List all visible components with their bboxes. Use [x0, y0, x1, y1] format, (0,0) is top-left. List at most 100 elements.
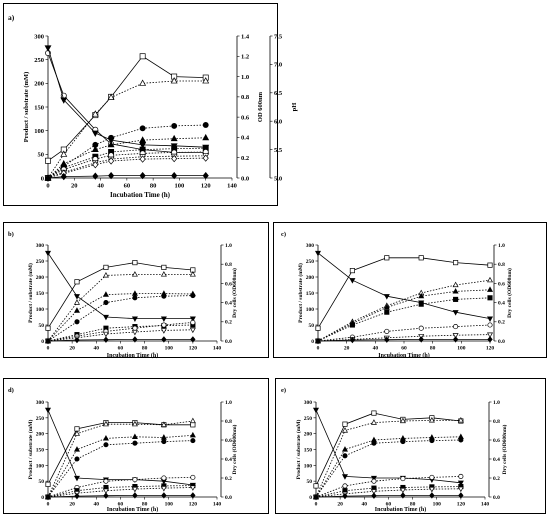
- panel-c-series-filled-triangle-down-point: [349, 278, 356, 284]
- panel-d-series-open-triangle-down-point: [189, 485, 196, 491]
- panel-a-series-open-triangle-up-point: [202, 77, 210, 84]
- panel-c-series-open-square-point: [384, 255, 390, 261]
- panel-c-series-open-square-point: [349, 268, 355, 274]
- panel-b-series-filled-triangle-down-point: [160, 316, 167, 322]
- panel-d-y2-tick-label: 1.0: [225, 400, 232, 406]
- panel-a-series-filled-diamond-point: [108, 171, 115, 180]
- panel-b-y2-tick-label: 0.6: [225, 281, 232, 287]
- panel-e-series-open-circle-point: [400, 476, 406, 482]
- panel-d-series-filled-triangle-up-point: [189, 431, 196, 438]
- panel-e-y2-tick-label: 0.6: [493, 438, 500, 444]
- panel-c-series-filled-triangle-up-point: [486, 286, 494, 292]
- panel-c-series-filled-triangle-up-point: [383, 304, 390, 310]
- panel-a-y3-axis-label: pH: [291, 103, 298, 112]
- panel-b-series-open-triangle-down-point: [160, 328, 167, 334]
- panel-e-series-open-triangle-down-point: [457, 486, 464, 493]
- panel-b-series-filled-circle-point: [190, 293, 196, 299]
- panel-e-x-tick-label: 0: [315, 502, 318, 508]
- panel-c-series-open-circle-point: [487, 322, 493, 328]
- panel-b-x-tick-label: 40: [94, 346, 100, 352]
- panel-a-series-open-triangle-up-point: [139, 79, 147, 86]
- panel-d-y-tick-label: 100: [36, 463, 45, 469]
- panel-b-series-open-triangle-down-point: [189, 327, 196, 334]
- panel-d-series-filled-circle-point: [161, 439, 167, 445]
- panel-d-series-open-triangle-down-point: [131, 486, 138, 493]
- panel-a-x-axis-label: Incubation Time (h): [110, 191, 171, 199]
- panel-e-series-filled-triangle-down-point: [312, 407, 320, 414]
- panel-b-series-filled-diamond-point: [190, 336, 196, 343]
- panel-a-y2-tick-label: 0.4: [241, 135, 250, 142]
- panel-b-series-filled-triangle-up-line: [47, 293, 193, 342]
- panel-d-series-open-triangle-up-point: [102, 420, 109, 427]
- panel-e-series-open-square-point: [313, 483, 319, 489]
- panel-a-frame: [3, 3, 278, 206]
- panel-b-series-filled-triangle-down-line: [47, 252, 193, 320]
- panel-c-series-filled-triangle-down-line: [317, 252, 491, 319]
- panel-a-y2-tick-label: 1.4: [241, 33, 250, 40]
- panel-c-x-tick-label: 60: [401, 346, 407, 352]
- panel-d-series-filled-diamond-point: [103, 492, 109, 499]
- panel-e-series-open-triangle-up-point: [370, 419, 377, 425]
- panel-c-series-filled-triangle-up-line: [317, 289, 491, 342]
- panel-a-series-filled-diamond-point: [44, 174, 52, 182]
- panel-b-y2-tick-label: 1.0: [225, 243, 232, 249]
- panel-c-y-tick-label: 200: [306, 275, 315, 281]
- panel-a-series-filled-triangle-down-line: [47, 47, 206, 148]
- panel-a-y-tick-label: 200: [34, 81, 44, 88]
- panel-d-x-axis-label: Incubation Time (h): [107, 506, 158, 513]
- panel-c-series-filled-triangle-up-point: [452, 288, 459, 294]
- panel-c-series-filled-diamond-point: [452, 336, 459, 343]
- panel-b-series-filled-circle-line: [47, 295, 193, 342]
- panel-d-y-axis-label: Product / substrate (mM): [27, 420, 34, 480]
- panel-a-series-open-diamond-point: [139, 155, 146, 163]
- panel-b-x-tick-label: 20: [69, 346, 75, 352]
- panel-a-y-tick-label: 250: [34, 57, 44, 64]
- panel-c-y-tick-label: 0: [311, 339, 314, 345]
- panel-c-series-open-square-point: [418, 255, 424, 261]
- panel-b-series-open-circle-point: [161, 322, 167, 328]
- panel-d-y2-axis-label: Dry cells (OD600nm): [231, 424, 238, 474]
- panel-e-x-tick-label: 40: [362, 502, 368, 508]
- panel-a-x-tick-label: 100: [175, 183, 185, 190]
- panel-d-series-open-triangle-up-point: [189, 417, 196, 424]
- panel-e-series-filled-triangle-up-point: [341, 446, 348, 452]
- panel-b-x-axis-label: Incubation Time (h): [107, 352, 158, 359]
- panel-b-series-filled-circle-point: [103, 300, 109, 306]
- panel-e-series-filled-circle-point: [371, 440, 377, 446]
- panel-d-y2-tick-label: 0.2: [225, 476, 232, 482]
- panel-e-series-filled-circle-point: [429, 438, 435, 444]
- panel-e-label: e): [281, 387, 286, 394]
- panel-c-y2-tick-label: 0.0: [498, 339, 505, 345]
- panel-e-x-tick-label: 20: [337, 502, 343, 508]
- panel-d-x-tick-label: 20: [69, 502, 75, 508]
- panel-b-series-filled-triangle-up-point: [102, 291, 109, 297]
- panel-b-label: b): [8, 231, 14, 238]
- panel-a-series-open-triangle-down-line: [47, 155, 206, 179]
- panel-c-y2-axis-label: Dry cells (OD600nm): [506, 268, 513, 318]
- panel-d-series-open-square-point: [45, 481, 51, 487]
- panel-a-y2-axis-label: OD 600nm: [257, 91, 264, 122]
- panel-a-series-open-diamond-point: [171, 154, 178, 163]
- panel-d-series-open-circle-line: [47, 477, 193, 498]
- panel-e-series-open-circle-point: [429, 474, 435, 480]
- panel-b-series-open-square-point: [74, 279, 80, 285]
- panel-b-series-filled-diamond-point: [103, 336, 109, 343]
- panel-c-y-tick-label: 300: [306, 243, 315, 249]
- panel-a-series-open-triangle-up-point: [107, 93, 115, 100]
- panel-b-y-tick-label: 100: [36, 307, 45, 313]
- panel-b-series-filled-diamond-line: [47, 338, 193, 342]
- panel-b-series-filled-diamond-point: [74, 336, 80, 344]
- panel-c-series-open-circle-point: [418, 325, 424, 331]
- panel-a-series-filled-circle-point: [202, 122, 209, 128]
- panel-b-series-open-triangle-down-point: [102, 331, 109, 338]
- panel-c-series-filled-square-line: [317, 297, 491, 342]
- panel-c-series-open-circle-point: [453, 324, 459, 330]
- panel-a-y-tick-label: 100: [34, 128, 44, 135]
- panel-b-series-open-triangle-up-point: [131, 271, 138, 277]
- panel-e-x-tick-label: 120: [457, 502, 466, 508]
- panel-d-series-open-circle-point: [161, 475, 167, 481]
- panel-e-series-filled-circle-point: [400, 439, 406, 445]
- panel-e-y-tick-label: 150: [304, 447, 313, 453]
- panel-b-series-open-square-point: [161, 264, 167, 270]
- panel-e-series-open-triangle-down-point: [428, 486, 435, 493]
